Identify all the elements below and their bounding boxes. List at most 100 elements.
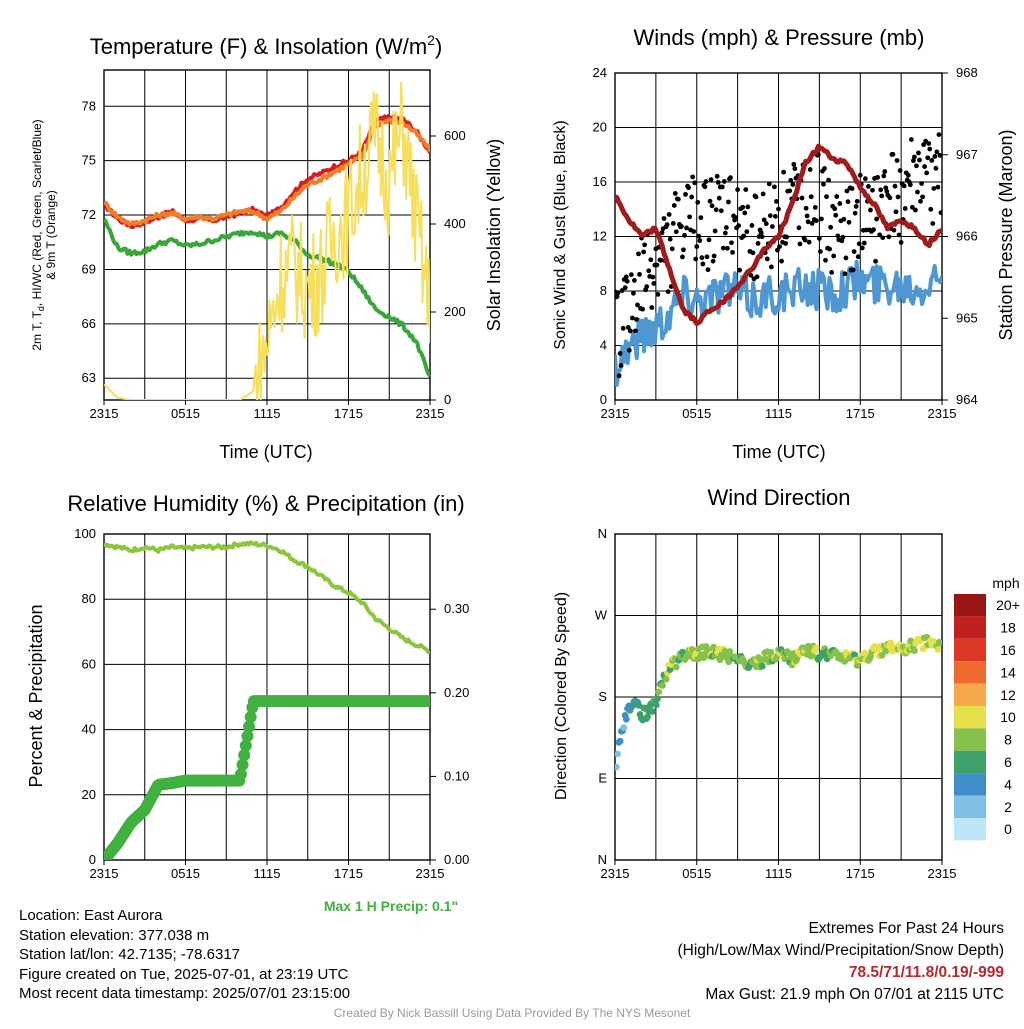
wind-xtick-label: 2315 [928,406,957,421]
rh-ytick-label: 80 [82,591,96,606]
gust-point [831,253,837,259]
gust-point [620,325,626,331]
gust-point [821,181,826,187]
direction-point [654,695,661,703]
rh-xtick-label: 0515 [171,866,200,881]
gust-point [644,284,650,290]
dir-xtick-label: 2315 [601,866,630,881]
gust-point [920,194,925,200]
gust-point [879,193,885,199]
gust-point [728,175,733,181]
gust-point [844,188,850,194]
gust-point [766,181,772,187]
gust-point [754,274,760,280]
temp-ylabel-right: Solar Insolation (Yellow) [484,139,504,331]
extremes-title: Extremes For Past 24 Hours [808,920,1004,937]
gust-point [636,251,641,257]
gust-point [791,161,797,167]
gust-point [832,206,838,212]
gust-point [623,274,629,280]
temp-ytick-label: 63 [82,370,96,385]
gust-point [720,245,726,251]
legend-label: 18 [1000,620,1016,636]
gust-point [661,216,667,221]
gust-point [741,233,747,239]
legend-swatch [954,795,986,818]
wind-ytick-label: 0 [600,392,607,407]
wind-xlabel: Time (UTC) [732,442,825,462]
temp-ytick-right-label: 600 [444,128,466,143]
dir-ytick-label: E [598,771,607,786]
gust-point [808,194,814,200]
temp-ytick-right-label: 200 [444,304,466,319]
legend-swatch [954,616,986,639]
gust-point [857,172,863,178]
gust-point [797,241,803,247]
gust-point [749,223,755,228]
gust-point [773,213,778,219]
legend-label: 2 [1004,799,1012,815]
gust-point [670,221,676,226]
wind-ytick-label: 16 [593,174,607,189]
gust-point [715,179,721,185]
gust-point [672,191,678,196]
gust-point [708,177,714,182]
gust-point [884,189,890,194]
gust-point [693,256,699,262]
wind-panel-title: Winds (mph) & Pressure (mb) [634,25,925,50]
gust-point [805,219,811,225]
direction-point [649,708,656,715]
gust-point [933,165,939,171]
wind-ytick-right-label: 965 [956,310,978,325]
gust-point [880,235,886,241]
gust-point [777,244,782,250]
gust-point [703,179,709,184]
gust-point [712,228,718,234]
gust-point [699,255,705,261]
precip-point [241,730,254,743]
recent-timestamp: Most recent data timestamp: 2025/07/01 2… [19,985,351,1002]
gust-point [779,258,784,264]
temp-ytick-label: 66 [82,316,96,331]
gust-point [881,173,887,179]
extremes-subtitle: (High/Low/Max Wind/Precipitation/Snow De… [677,942,1005,959]
rh-plot [103,533,436,865]
wind-ytick-label: 8 [600,283,607,298]
direction-point [655,688,663,696]
rh-series-layer [104,540,430,860]
gust-point [698,215,704,221]
gust-point [713,207,719,213]
direction-point [781,655,789,663]
gust-point [893,209,899,215]
gust-point [890,151,896,157]
gust-point [843,255,849,261]
dir-series-layer [615,633,942,771]
gust-point [917,157,922,163]
temp-ylabel-left-line2: & 9m T (Orange) [44,190,58,280]
gust-point [895,194,901,200]
gust-point [822,166,827,171]
gust-point [919,181,924,186]
gust-point [769,224,775,229]
gust-point [737,267,743,273]
gust-point [921,142,927,148]
temp-xtick-label: 1115 [254,406,281,421]
gust-point [627,328,633,334]
gust-point [683,191,688,197]
gust-point [692,180,698,186]
rh-ytick-label: 40 [82,722,96,737]
precip-point [236,758,249,771]
direction-point [652,701,660,709]
gust-point [840,234,846,240]
direction-point [644,713,651,721]
gust-point [744,229,750,235]
gust-point [866,184,871,189]
gust-point [665,289,671,295]
rh-ytick-label: 0 [89,852,96,867]
max-gust: Max Gust: 21.9 mph On 07/01 at 2115 UTC [705,986,1004,1003]
legend-label: 20+ [996,597,1020,613]
gust-point [691,229,697,234]
gust-point [679,224,684,229]
gust-point [856,241,862,247]
gust-point [702,184,708,190]
